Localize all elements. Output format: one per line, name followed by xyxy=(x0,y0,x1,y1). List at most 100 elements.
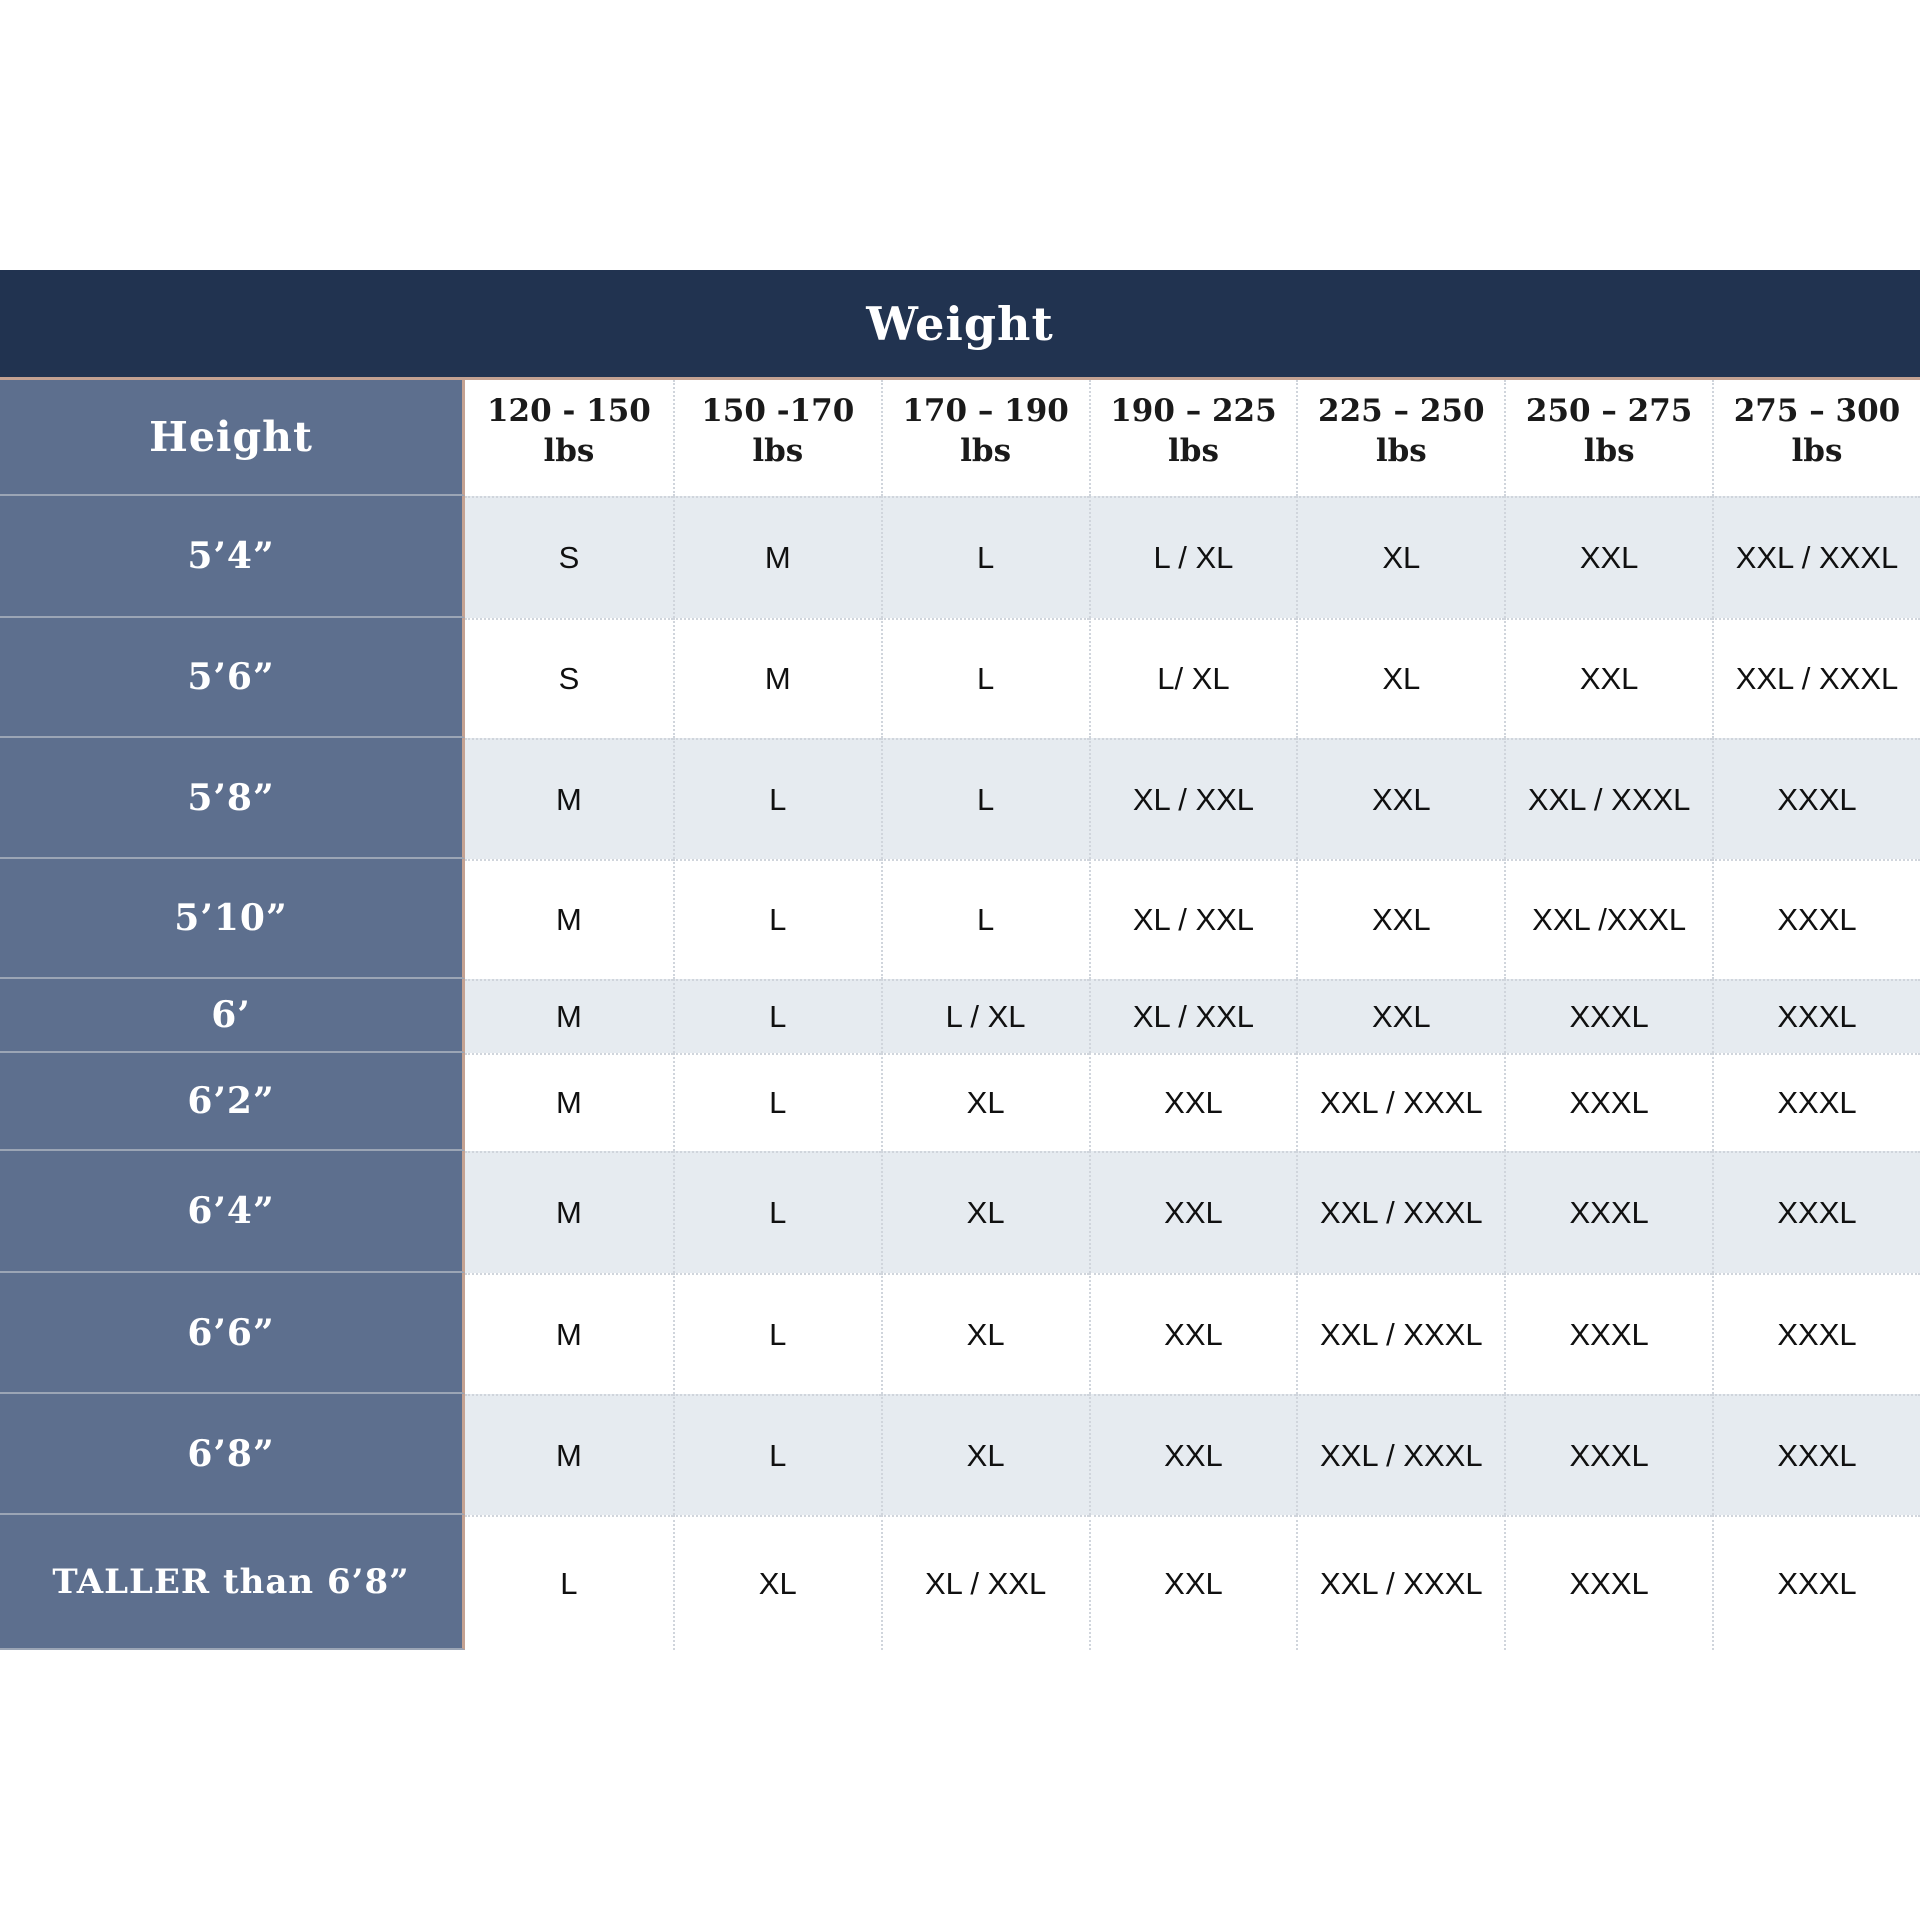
size-cell: M xyxy=(672,618,881,738)
size-cell: XXL / XXXL xyxy=(1296,1515,1505,1650)
size-cell: XXXL xyxy=(1504,1053,1713,1151)
weight-range-unit: lbs xyxy=(752,433,804,469)
weight-range-header: 225 – 250 lbs xyxy=(1296,380,1504,496)
size-cell: L xyxy=(465,1515,673,1650)
size-cell: XL xyxy=(1296,618,1505,738)
top-whitespace xyxy=(0,0,1920,270)
weight-range-header: 250 – 275 lbs xyxy=(1504,380,1712,496)
size-cell: L xyxy=(880,618,1089,738)
size-cell: L xyxy=(672,738,881,859)
height-label: 5’10” xyxy=(0,859,465,979)
size-cell: XXL xyxy=(1088,1151,1297,1273)
size-cell: XXXL xyxy=(1712,738,1920,859)
size-cell: XL xyxy=(880,1394,1089,1515)
size-cell: L xyxy=(880,738,1089,859)
height-label: 6’ xyxy=(0,979,465,1053)
table-row: 5’10” M L L XL / XXL XXL XXL /XXXL XXXL xyxy=(0,859,1920,979)
weight-range-header: 120 - 150 lbs xyxy=(465,380,673,496)
size-cell: XXL xyxy=(1088,1515,1297,1650)
size-cell: XXL / XXXL xyxy=(1296,1151,1505,1273)
size-cell: XXXL xyxy=(1712,859,1920,979)
size-cell: XL xyxy=(880,1273,1089,1394)
height-label: 6’2” xyxy=(0,1053,465,1151)
size-cell: L / XL xyxy=(1088,496,1297,618)
size-cell: XL / XXL xyxy=(1088,979,1297,1053)
weight-range-value: 170 – 190 xyxy=(902,392,1069,429)
size-cell: L/ XL xyxy=(1088,618,1297,738)
weight-range-unit: lbs xyxy=(1375,433,1427,469)
size-cell: XXL / XXXL xyxy=(1296,1053,1505,1151)
weight-range-unit: lbs xyxy=(543,433,595,469)
weight-range-value: 150 -170 xyxy=(701,392,855,429)
size-cell: XL xyxy=(880,1053,1089,1151)
size-cell: XL xyxy=(1296,496,1505,618)
size-cell: XL / XXL xyxy=(880,1515,1089,1650)
weight-banner-title: Weight xyxy=(866,296,1054,351)
size-cell: L / XL xyxy=(880,979,1089,1053)
size-cell: XXXL xyxy=(1712,1515,1920,1650)
size-cell: XXL xyxy=(1088,1394,1297,1515)
size-cell: XXL / XXXL xyxy=(1712,496,1920,618)
size-cell: XXL xyxy=(1296,979,1505,1053)
height-label: 6’4” xyxy=(0,1151,465,1273)
size-cell: L xyxy=(672,979,881,1053)
table-row: 6’2” M L XL XXL XXL / XXXL XXXL XXXL xyxy=(0,1053,1920,1151)
weight-range-header: 150 -170 lbs xyxy=(672,380,881,496)
table-row: 5’4” S M L L / XL XL XXL XXL / XXXL xyxy=(0,496,1920,618)
size-cell: XXXL xyxy=(1504,1273,1713,1394)
weight-range-value: 120 - 150 xyxy=(486,392,651,429)
size-cell: XXL xyxy=(1504,618,1713,738)
table-row: TALLER than 6’8” L XL XL / XXL XXL XXL / XXXL… xyxy=(0,1515,1920,1650)
size-cell: M xyxy=(465,1151,673,1273)
size-cell: M xyxy=(465,979,673,1053)
table-row: 6’4” M L XL XXL XXL / XXXL XXXL XXXL xyxy=(0,1151,1920,1273)
size-cell: XXL xyxy=(1088,1053,1297,1151)
weight-range-unit: lbs xyxy=(960,433,1012,469)
size-cell: L xyxy=(672,1394,881,1515)
size-cell: XL xyxy=(672,1515,881,1650)
size-cell: XL / XXL xyxy=(1088,738,1297,859)
table-header-row: Height 120 - 150 lbs 150 -170 lbs 170 – 190 l… xyxy=(0,380,1920,496)
height-label: 5’4” xyxy=(0,496,465,618)
weight-range-value: 275 – 300 xyxy=(1733,392,1901,429)
size-cell: XXXL xyxy=(1504,1515,1713,1650)
size-cell: L xyxy=(672,1151,881,1273)
size-cell: XXXL xyxy=(1712,979,1920,1053)
height-label: 5’8” xyxy=(0,738,465,859)
weight-range-header: 275 – 300 lbs xyxy=(1712,380,1920,496)
height-label: 6’8” xyxy=(0,1394,465,1515)
height-label: 5’6” xyxy=(0,618,465,738)
size-cell: XXXL xyxy=(1712,1053,1920,1151)
weight-range-header: 170 – 190 lbs xyxy=(880,380,1089,496)
size-cell: XXXL xyxy=(1712,1151,1920,1273)
size-cell: M xyxy=(465,1053,673,1151)
size-cell: S xyxy=(465,496,673,618)
size-cell: L xyxy=(672,1273,881,1394)
weight-range-value: 250 – 275 xyxy=(1525,392,1693,429)
weight-range-value: 190 – 225 xyxy=(1110,392,1277,429)
table-row: 6’ M L L / XL XL / XXL XXL XXXL XXXL xyxy=(0,979,1920,1053)
size-cell: XXL /XXXL xyxy=(1504,859,1713,979)
height-label: 6’6” xyxy=(0,1273,465,1394)
size-cell: L xyxy=(672,859,881,979)
size-cell: XXL xyxy=(1296,859,1505,979)
size-cell: XXL / XXXL xyxy=(1296,1273,1505,1394)
size-cell: M xyxy=(465,859,673,979)
table-row: 5’8” M L L XL / XXL XXL XXL / XXXL XXXL xyxy=(0,738,1920,859)
size-cell: XXL xyxy=(1088,1273,1297,1394)
size-cell: XXL / XXXL xyxy=(1712,618,1920,738)
size-cell: XXL / XXXL xyxy=(1296,1394,1505,1515)
size-cell: XXL xyxy=(1504,496,1713,618)
size-cell: XL xyxy=(880,1151,1089,1273)
weight-range-unit: lbs xyxy=(1583,433,1635,469)
size-cell: XXXL xyxy=(1504,1151,1713,1273)
table-row: 6’6” M L XL XXL XXL / XXXL XXXL XXXL xyxy=(0,1273,1920,1394)
size-cell: L xyxy=(880,496,1089,618)
size-cell: XXXL xyxy=(1504,979,1713,1053)
size-cell: L xyxy=(880,859,1089,979)
weight-range-value: 225 – 250 xyxy=(1318,392,1485,429)
table-row: 6’8” M L XL XXL XXL / XXXL XXXL XXXL xyxy=(0,1394,1920,1515)
size-cell: XL / XXL xyxy=(1088,859,1297,979)
size-cell: M xyxy=(465,1273,673,1394)
size-cell: XXXL xyxy=(1712,1394,1920,1515)
